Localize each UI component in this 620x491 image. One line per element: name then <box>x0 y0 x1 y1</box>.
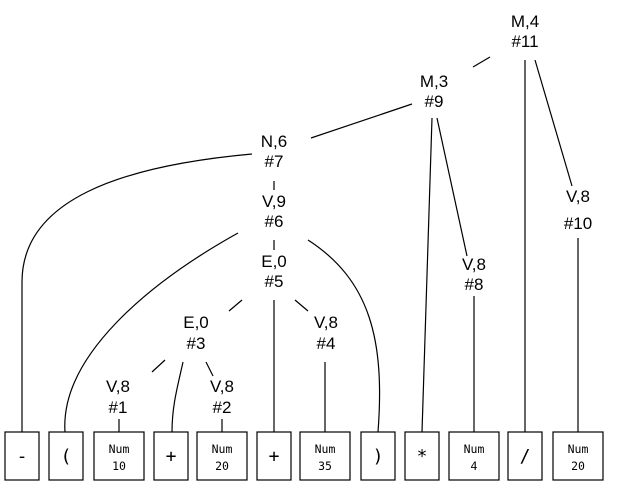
token-box <box>256 431 292 481</box>
token-label: / <box>520 446 531 467</box>
node-5-type: E,0 <box>261 252 287 271</box>
edge-3-1 <box>151 359 166 373</box>
edge-9-8 <box>436 117 468 257</box>
token-value: 4 <box>471 459 478 473</box>
token-kind: Num <box>212 442 233 456</box>
token-plus-2: + <box>256 431 292 481</box>
tree-node-4: V,8 #4 <box>314 313 338 353</box>
token-row: - ( Num 10 + Num 20 + Num 35 <box>4 431 604 481</box>
node-1-type: V,8 <box>106 377 130 396</box>
token-kind: Num <box>464 442 485 456</box>
token-box <box>552 431 604 481</box>
token-box <box>404 431 440 481</box>
token-box <box>196 431 248 481</box>
token-lparen: ( <box>48 431 84 481</box>
token-kind: Num <box>568 442 589 456</box>
node-4-id: #4 <box>317 334 336 353</box>
node-10-type: V,8 <box>566 187 590 206</box>
edge-6-rparen <box>307 239 381 433</box>
node-6-type: V,9 <box>262 192 286 211</box>
token-num-20b: Num 20 <box>552 431 604 481</box>
node-10-id: #10 <box>564 214 592 233</box>
token-label: * <box>417 446 428 467</box>
token-label: + <box>166 446 177 467</box>
token-value: 10 <box>112 459 126 473</box>
token-num-4: Num 4 <box>448 431 500 481</box>
node-9-id: #9 <box>425 92 444 111</box>
edge-5-3 <box>228 299 243 312</box>
node-3-id: #3 <box>187 334 206 353</box>
token-num-20a: Num 20 <box>196 431 248 481</box>
token-box <box>507 431 543 481</box>
edge-9-star <box>421 117 433 433</box>
node-8-type: V,8 <box>462 255 486 274</box>
token-kind: Num <box>315 442 336 456</box>
tree-node-2: V,8 #2 <box>210 377 234 417</box>
token-num-10: Num 10 <box>93 431 145 481</box>
tree-node-6: V,9 #6 <box>262 192 286 231</box>
node-4-type: V,8 <box>314 313 338 332</box>
token-box <box>93 431 145 481</box>
tree-nodes: M,4 #11 M,3 #9 N,6 #7 V,9 #6 E,0 #5 E,0 … <box>106 12 592 417</box>
node-2-type: V,8 <box>210 377 234 396</box>
tree-node-11: M,4 #11 <box>511 12 539 51</box>
token-num-35: Num 35 <box>299 431 351 481</box>
node-5-id: #5 <box>265 272 284 291</box>
token-star: * <box>404 431 440 481</box>
node-7-id: #7 <box>265 152 284 171</box>
tree-node-5: E,0 #5 <box>261 252 287 291</box>
tree-node-7: N,6 #7 <box>261 132 287 171</box>
node-2-id: #2 <box>213 398 232 417</box>
token-slash: / <box>507 431 543 481</box>
tree-edges <box>21 56 579 433</box>
tree-node-8: V,8 #8 <box>462 255 486 294</box>
token-rparen: ) <box>360 431 396 481</box>
node-3-type: E,0 <box>183 313 209 332</box>
tree-node-10: V,8 #10 <box>564 187 592 233</box>
token-label: - <box>17 446 28 467</box>
token-label: ) <box>373 446 384 467</box>
node-1-id: #1 <box>109 398 128 417</box>
token-label: ( <box>61 446 72 467</box>
node-9-type: M,3 <box>420 72 448 91</box>
token-value: 20 <box>215 459 229 473</box>
token-label: + <box>269 446 280 467</box>
token-box <box>4 431 40 481</box>
node-7-type: N,6 <box>261 132 287 151</box>
edge-5-4 <box>294 299 309 312</box>
token-box <box>48 431 84 481</box>
token-plus-1: + <box>153 431 189 481</box>
token-box <box>299 431 351 481</box>
tree-node-3: E,0 #3 <box>183 313 209 353</box>
token-box <box>153 431 189 481</box>
node-6-id: #6 <box>265 212 284 231</box>
node-11-type: M,4 <box>511 12 539 31</box>
edge-7-minus <box>21 153 253 432</box>
tree-node-9: M,3 #9 <box>420 72 448 111</box>
token-minus: - <box>4 431 40 481</box>
edge-3-2 <box>205 361 214 377</box>
node-11-id: #11 <box>511 32 538 51</box>
node-8-id: #8 <box>465 275 484 294</box>
token-box <box>360 431 396 481</box>
token-value: 35 <box>318 459 332 473</box>
edge-6-lparen <box>64 232 239 433</box>
edge-3-plus1 <box>171 361 184 433</box>
token-box <box>448 431 500 481</box>
token-value: 20 <box>571 459 585 473</box>
token-kind: Num <box>109 442 130 456</box>
edge-9-7 <box>310 103 413 139</box>
edge-11-9 <box>472 56 491 68</box>
edge-11-10 <box>534 59 573 187</box>
tree-node-1: V,8 #1 <box>106 377 130 417</box>
